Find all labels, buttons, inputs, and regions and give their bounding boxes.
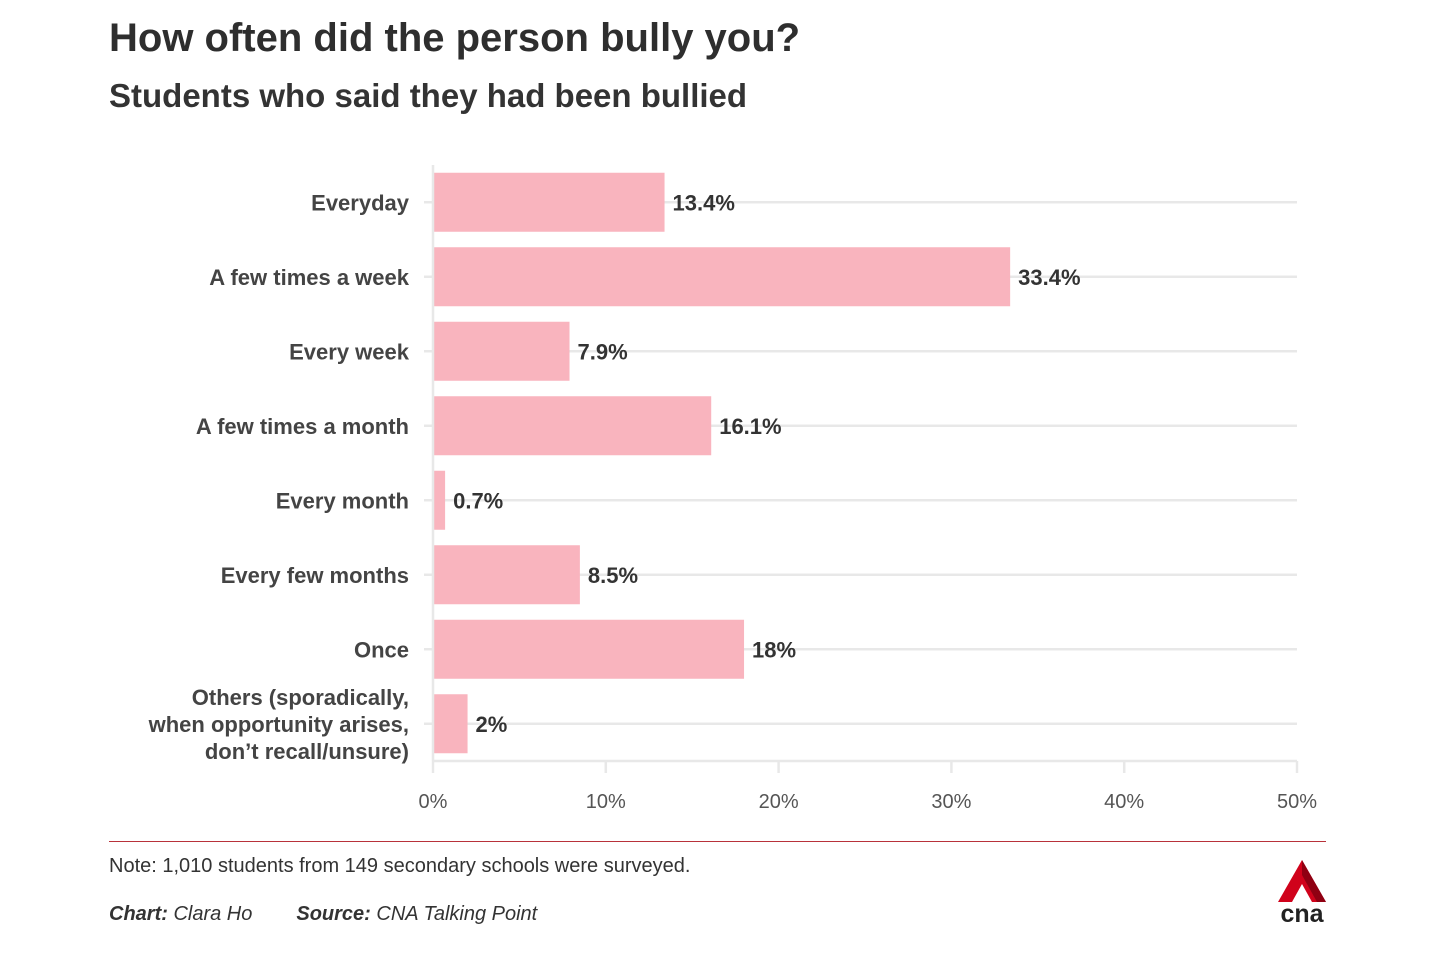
x-tick-label: 30% bbox=[931, 791, 971, 813]
category-label-line: Everyday bbox=[311, 190, 410, 215]
data-label: 33.4% bbox=[1018, 265, 1080, 290]
chart-credit-author: Clara Ho bbox=[167, 903, 253, 925]
category-label-line: A few times a week bbox=[209, 265, 409, 290]
category-label-line: Every few months bbox=[221, 563, 409, 588]
category-label: A few times a week bbox=[209, 265, 409, 290]
chart-subtitle: Students who said they had been bullied bbox=[109, 77, 748, 114]
footer-divider bbox=[109, 841, 1326, 842]
x-tick-label: 20% bbox=[759, 791, 799, 813]
footer-note: Note: 1,010 students from 149 secondary … bbox=[109, 855, 691, 877]
category-label: Others (sporadically, when opportunity ar… bbox=[148, 685, 409, 764]
category-label: Everyday bbox=[311, 190, 410, 215]
source-credit: Source: CNA Talking Point bbox=[296, 903, 537, 925]
bar bbox=[433, 470, 446, 530]
x-tick-label: 40% bbox=[1104, 791, 1144, 813]
chart-credit: Chart: Clara Ho bbox=[109, 903, 252, 925]
source-credit-label: Source: bbox=[296, 903, 371, 925]
category-label-line: Every month bbox=[276, 488, 409, 513]
category-label-line: Others (sporadically, bbox=[192, 685, 409, 710]
category-label: A few times a month bbox=[196, 414, 409, 439]
logo-text: cna bbox=[1280, 900, 1324, 924]
axis-layer bbox=[424, 165, 1299, 773]
data-label: 8.5% bbox=[588, 563, 638, 588]
data-label: 0.7% bbox=[453, 488, 503, 513]
bars-layer bbox=[433, 172, 1011, 754]
footer-credits: Chart: Clara Ho Source: CNA Talking Point bbox=[109, 903, 537, 926]
bar bbox=[433, 247, 1011, 307]
data-label: 13.4% bbox=[673, 190, 735, 215]
category-label-line: don’t recall/unsure) bbox=[205, 739, 409, 764]
bar bbox=[433, 545, 580, 605]
bar bbox=[433, 694, 468, 754]
bar bbox=[433, 172, 665, 232]
bar-chart: 13.4% Everyday 33.4% A few times a week 7.9%… bbox=[148, 165, 1318, 813]
category-label-line: when opportunity arises, bbox=[148, 712, 409, 737]
category-label: Every month bbox=[276, 488, 409, 513]
data-label: 16.1% bbox=[719, 414, 781, 439]
x-tick-label: 50% bbox=[1277, 791, 1317, 813]
bar bbox=[433, 619, 745, 679]
data-label: 7.9% bbox=[578, 339, 628, 364]
source-credit-name: CNA Talking Point bbox=[370, 903, 538, 925]
x-tick-label: 10% bbox=[586, 791, 626, 813]
category-label: Every week bbox=[289, 339, 410, 364]
category-label-line: Every week bbox=[289, 339, 410, 364]
x-tick-label: 0% bbox=[419, 791, 448, 813]
bar bbox=[433, 396, 712, 456]
category-label: Once bbox=[354, 637, 409, 662]
category-label: Every few months bbox=[221, 563, 409, 588]
category-label-line: Once bbox=[354, 637, 409, 662]
chart-credit-label: Chart: bbox=[109, 903, 168, 925]
category-label-line: A few times a month bbox=[196, 414, 409, 439]
labels-layer: 13.4% Everyday 33.4% A few times a week 7.9%… bbox=[148, 190, 1318, 813]
data-label: 18% bbox=[752, 637, 796, 662]
data-label: 2% bbox=[476, 712, 508, 737]
cna-logo-icon: cna bbox=[1278, 860, 1326, 924]
bar bbox=[433, 321, 570, 381]
chart-title: How often did the person bully you? bbox=[109, 16, 801, 60]
